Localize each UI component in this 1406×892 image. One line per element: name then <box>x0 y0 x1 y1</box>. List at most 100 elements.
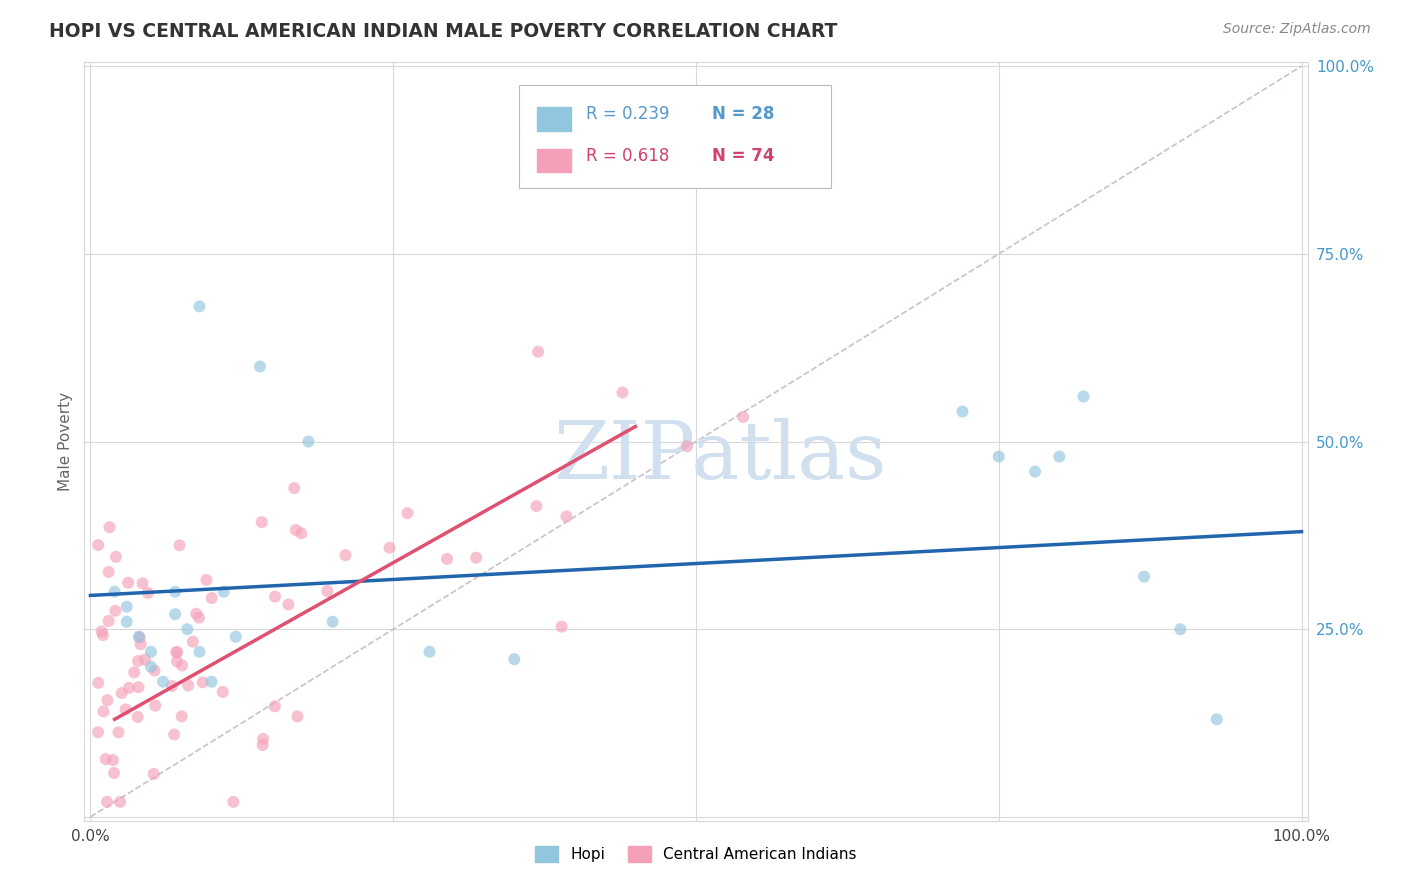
Point <box>322 615 344 629</box>
Point <box>987 450 1010 464</box>
Point <box>118 681 141 695</box>
Point <box>186 607 208 621</box>
Point <box>177 679 200 693</box>
Point <box>465 550 488 565</box>
Point <box>169 538 191 552</box>
Point <box>114 702 136 716</box>
Point <box>87 538 110 552</box>
Point <box>90 624 112 639</box>
Point <box>129 637 152 651</box>
Point <box>117 575 139 590</box>
Bar <box>537 107 571 130</box>
Point <box>287 709 309 723</box>
Point <box>170 658 193 673</box>
Point <box>165 645 187 659</box>
Point <box>166 645 188 659</box>
Point <box>98 520 121 534</box>
Point <box>96 693 118 707</box>
Point <box>91 628 114 642</box>
Point <box>612 385 634 400</box>
Point <box>87 725 110 739</box>
Point <box>176 622 198 636</box>
Point <box>277 598 299 612</box>
Point <box>212 584 235 599</box>
Point <box>122 665 145 680</box>
Point <box>160 679 183 693</box>
Point <box>550 619 572 633</box>
Point <box>316 584 339 599</box>
Point <box>1024 465 1046 479</box>
Point <box>165 584 187 599</box>
Point <box>222 795 245 809</box>
Point <box>211 685 233 699</box>
Point <box>163 727 186 741</box>
Point <box>104 584 127 599</box>
Point <box>142 767 165 781</box>
Text: N = 28: N = 28 <box>711 105 775 123</box>
Point <box>128 680 150 694</box>
Point <box>418 645 440 659</box>
Point <box>1073 390 1095 404</box>
Point <box>101 753 124 767</box>
Point <box>115 599 138 614</box>
Text: N = 74: N = 74 <box>711 146 775 165</box>
Point <box>134 652 156 666</box>
Point <box>952 404 974 418</box>
Point <box>188 645 211 659</box>
Point <box>201 591 224 605</box>
Point <box>139 645 162 659</box>
Point <box>297 434 319 449</box>
Legend: Hopi, Central American Indians: Hopi, Central American Indians <box>536 847 856 863</box>
Point <box>131 576 153 591</box>
Point <box>128 630 150 644</box>
Point <box>136 586 159 600</box>
Text: ZIPatlas: ZIPatlas <box>554 417 887 496</box>
Point <box>252 731 274 746</box>
Point <box>127 654 149 668</box>
Point <box>396 506 419 520</box>
Point <box>152 674 174 689</box>
Point <box>97 614 120 628</box>
Point <box>108 795 131 809</box>
Point <box>188 300 211 314</box>
Point <box>107 725 129 739</box>
Point <box>1205 712 1227 726</box>
Point <box>263 699 285 714</box>
Point <box>378 541 401 555</box>
Point <box>1133 569 1156 583</box>
Point <box>335 548 357 562</box>
Point <box>225 630 247 644</box>
FancyBboxPatch shape <box>519 85 831 187</box>
Point <box>143 698 166 713</box>
Point <box>284 523 307 537</box>
Text: Source: ZipAtlas.com: Source: ZipAtlas.com <box>1223 22 1371 37</box>
Point <box>1047 450 1070 464</box>
Point <box>733 409 755 424</box>
Point <box>96 795 118 809</box>
Text: R = 0.618: R = 0.618 <box>586 146 669 165</box>
Point <box>527 344 550 359</box>
Point <box>143 664 166 678</box>
Point <box>94 752 117 766</box>
Point <box>187 610 209 624</box>
Point <box>283 481 305 495</box>
Point <box>252 738 274 752</box>
Point <box>195 573 218 587</box>
Point <box>139 659 162 673</box>
Point <box>166 655 188 669</box>
Point <box>191 675 214 690</box>
Point <box>526 499 548 513</box>
Point <box>264 590 287 604</box>
Point <box>249 359 271 374</box>
Point <box>103 766 125 780</box>
Point <box>436 552 458 566</box>
Point <box>104 549 127 564</box>
Point <box>676 439 699 453</box>
Point <box>250 515 273 529</box>
Point <box>555 509 578 524</box>
Point <box>290 526 312 541</box>
Point <box>1170 622 1192 636</box>
Point <box>104 604 127 618</box>
Point <box>87 676 110 690</box>
Point <box>128 630 150 644</box>
